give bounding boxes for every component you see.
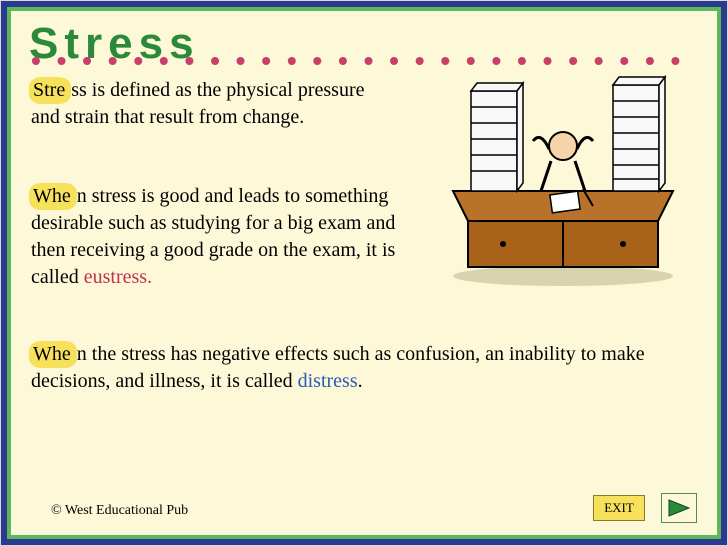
outer-frame: Stress • • • • • • • • • • • • • • • • •… bbox=[1, 1, 727, 545]
next-arrow-icon bbox=[667, 498, 691, 518]
para3-tail: . bbox=[358, 370, 363, 392]
bullet-highlight: Stre bbox=[29, 77, 71, 104]
para1-text: ss is defined as the physical pressure a… bbox=[31, 79, 364, 128]
term-distress: distress bbox=[298, 370, 358, 392]
paragraph-distress: When the stress has negative effects suc… bbox=[31, 341, 671, 395]
divider-dots: • • • • • • • • • • • • • • • • • • • • … bbox=[31, 57, 697, 65]
next-button[interactable] bbox=[661, 493, 697, 523]
copyright-text: © West Educational Pub bbox=[51, 503, 188, 519]
paragraph-eustress: When stress is good and leads to somethi… bbox=[31, 183, 431, 291]
slide-canvas: Stress • • • • • • • • • • • • • • • • •… bbox=[7, 7, 721, 539]
desk-illustration bbox=[433, 71, 693, 291]
paragraph-definition: Stress is defined as the physical pressu… bbox=[31, 77, 381, 131]
bullet-highlight: Whe bbox=[29, 341, 77, 368]
term-eustress: eustress bbox=[84, 266, 147, 288]
exit-button[interactable]: EXIT bbox=[593, 495, 645, 521]
bullet-highlight: Whe bbox=[29, 183, 77, 210]
para2-tail: . bbox=[147, 266, 152, 288]
